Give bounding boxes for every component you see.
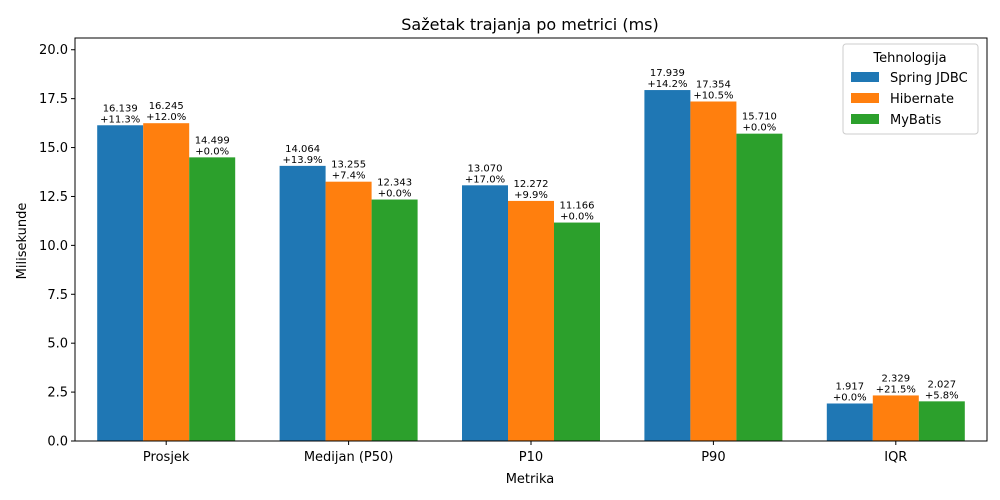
bar-1-3 (462, 185, 508, 441)
bar-pct-label: +0.0% (195, 146, 229, 157)
bar-3-2 (371, 199, 418, 441)
legend-label-1: Spring JDBC (890, 71, 968, 86)
y-tick-label: 17.5 (39, 92, 68, 107)
y-tick-label: 15.0 (39, 141, 68, 156)
bar-3-5 (918, 401, 965, 441)
x-tick-label: Prosjek (143, 450, 190, 465)
bar-value-label: 17.939 (650, 68, 685, 79)
legend-swatch-2 (851, 93, 879, 103)
bar-value-label: 14.064 (285, 144, 320, 155)
bar-1-5 (826, 403, 873, 441)
bar-value-label: 13.255 (331, 160, 366, 171)
bar-pct-label: +11.3% (100, 114, 140, 125)
bar-2-5 (872, 395, 919, 441)
legend-label-2: Hibernate (890, 92, 954, 107)
bar-3-4 (736, 133, 783, 442)
bar-value-label: 16.245 (149, 101, 184, 112)
axes-layer: Prosjek Medijan (P50) P10 P90 IQR 0.0 2.5 5.0 7.… (39, 37, 988, 465)
bar-pct-label: +7.4% (332, 171, 366, 182)
bar-value-label: 2.329 (881, 373, 910, 384)
bar-pct-label: +9.9% (514, 190, 548, 201)
bar-2-1 (143, 123, 190, 441)
bar-value-label: 12.272 (514, 179, 549, 190)
bar-value-label: 2.027 (927, 379, 956, 390)
bar-value-label: 13.070 (468, 163, 503, 174)
bar-3-1 (189, 157, 236, 442)
bar-3-3 (554, 222, 600, 441)
bar-labels-layer: 16.139+11.3%16.245+12.0%14.499+0.0% 14.06… (100, 68, 959, 403)
bar-1-4 (644, 90, 691, 441)
bar-value-label: 1.917 (835, 381, 864, 392)
legend-label-3: MyBatis (890, 113, 942, 128)
y-tick-label: 7.5 (47, 288, 68, 303)
bar-pct-label: +0.0% (378, 189, 412, 200)
bar-pct-label: +14.2% (647, 79, 687, 90)
x-tick-label: Medijan (P50) (304, 450, 394, 465)
bar-pct-label: +12.0% (146, 112, 186, 123)
legend-title: Tehnologija (872, 51, 946, 66)
y-tick-label: 10.0 (39, 239, 68, 254)
bar-pct-label: +17.0% (465, 174, 505, 185)
plot-frame (74, 37, 988, 442)
x-axis-label: Metrika (506, 472, 555, 487)
legend-swatch-1 (851, 72, 879, 82)
bar-value-label: 17.354 (696, 80, 731, 91)
bar-value-label: 14.499 (195, 135, 230, 146)
bar-2-2 (325, 181, 372, 441)
bar-pct-label: +0.0% (833, 392, 867, 403)
bar-1-2 (279, 165, 326, 441)
legend-frame (842, 43, 979, 135)
y-tick-label: 5.0 (47, 337, 68, 352)
y-axis-label: Milisekunde (15, 203, 30, 280)
x-tick-label: P10 (519, 450, 543, 465)
bar-value-label: 15.710 (742, 112, 777, 123)
legend: Tehnologija Spring JDBC Hibernate MyBatis (842, 43, 979, 135)
y-tick-label: 2.5 (47, 386, 68, 401)
bar-pct-label: +0.0% (743, 123, 777, 134)
y-tick-label: 0.0 (47, 435, 68, 450)
bar-1-1 (97, 125, 144, 441)
chart-title: Sažetak trajanja po metrici (ms) (401, 15, 659, 34)
bar-value-label: 11.166 (560, 201, 595, 212)
x-tick-label: IQR (884, 450, 907, 465)
legend-swatch-3 (851, 114, 879, 124)
bar-value-label: 16.139 (103, 103, 138, 114)
bar-pct-label: +21.5% (876, 384, 916, 395)
x-tick-label: P90 (701, 450, 725, 465)
bar-pct-label: +5.8% (925, 390, 959, 401)
bar-pct-label: +10.5% (693, 91, 733, 102)
y-tick-label: 20.0 (39, 43, 68, 58)
bar-value-label: 12.343 (377, 178, 412, 189)
bar-pct-label: +0.0% (560, 212, 594, 223)
bars-layer (97, 90, 965, 442)
bar-2-3 (508, 200, 554, 441)
y-tick-label: 12.5 (39, 190, 68, 205)
bar-2-4 (690, 101, 737, 442)
bar-pct-label: +13.9% (283, 155, 323, 166)
